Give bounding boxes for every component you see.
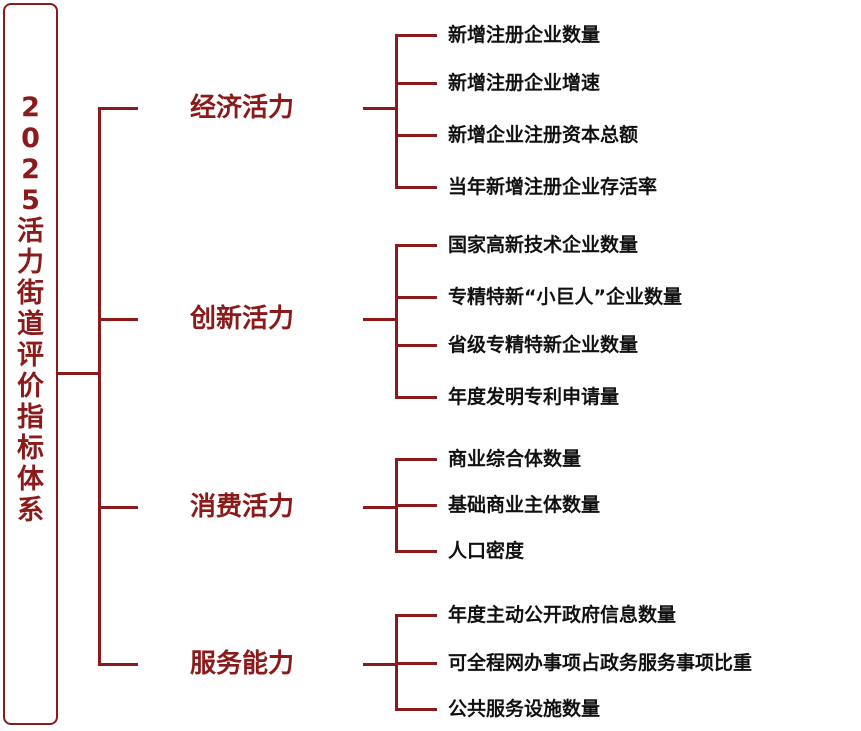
dimension-label: 经济活力 xyxy=(190,93,295,123)
indicator-item: 人口密度 xyxy=(448,540,525,562)
root-title-char: 街 xyxy=(17,278,44,309)
root-connector xyxy=(58,372,100,375)
root-title-char: 系 xyxy=(17,495,44,526)
dimension-label: 消费活力 xyxy=(190,492,295,522)
item-connector xyxy=(395,550,437,553)
dimension-connector xyxy=(98,506,138,509)
indicator-item: 公共服务设施数量 xyxy=(448,698,601,720)
dimension-connector xyxy=(98,107,138,110)
dimension-label: 创新活力 xyxy=(190,304,295,334)
root-title-char: 体 xyxy=(17,464,44,495)
indicator-item: 年度主动公开政府信息数量 xyxy=(448,604,677,626)
indicator-item: 专精特新“小巨人”企业数量 xyxy=(448,286,682,308)
item-connector xyxy=(395,662,437,665)
item-connector xyxy=(395,708,437,711)
item-connector xyxy=(395,504,437,507)
root-title-char: 价 xyxy=(17,371,44,402)
root-title-char: 活 xyxy=(17,216,44,247)
indicator-item: 可全程网办事项占政务服务事项比重 xyxy=(448,652,753,674)
root-title-char: 力 xyxy=(17,247,44,278)
root-title-char: 评 xyxy=(17,340,44,371)
item-connector xyxy=(395,82,437,85)
root-title-char: 标 xyxy=(17,433,44,464)
dimension-connector xyxy=(98,318,138,321)
indicator-item: 国家高新技术企业数量 xyxy=(448,234,639,256)
root-title-char: 5 xyxy=(21,185,40,216)
item-connector xyxy=(395,34,437,37)
indicator-item: 省级专精特新企业数量 xyxy=(448,334,639,356)
item-connector xyxy=(395,458,437,461)
item-connector xyxy=(395,134,437,137)
branch-spine xyxy=(395,34,398,188)
branch-connector xyxy=(363,663,397,666)
indicator-item: 当年新增注册企业存活率 xyxy=(448,176,658,198)
dimension-connector xyxy=(98,663,138,666)
root-title-char: 0 xyxy=(21,123,40,154)
root-title-char: 道 xyxy=(17,309,44,340)
main-spine xyxy=(98,107,101,665)
indicator-item: 新增注册企业数量 xyxy=(448,24,601,46)
item-connector xyxy=(395,186,437,189)
dimension-label: 服务能力 xyxy=(190,649,295,679)
root-title-char: 2 xyxy=(21,154,40,185)
branch-spine xyxy=(395,244,398,398)
item-connector xyxy=(395,396,437,399)
branch-connector xyxy=(363,506,397,509)
indicator-item: 新增注册企业增速 xyxy=(448,72,601,94)
root-node-box xyxy=(3,3,58,725)
indicator-item: 年度发明专利申请量 xyxy=(448,386,620,408)
indicator-item: 新增企业注册资本总额 xyxy=(448,124,639,146)
indicator-item: 基础商业主体数量 xyxy=(448,494,601,516)
item-connector xyxy=(395,344,437,347)
branch-connector xyxy=(363,318,397,321)
indicator-item: 商业综合体数量 xyxy=(448,448,582,470)
branch-connector xyxy=(363,107,397,110)
root-title-char: 指 xyxy=(17,402,44,433)
item-connector xyxy=(395,614,437,617)
item-connector xyxy=(395,296,437,299)
item-connector xyxy=(395,244,437,247)
root-title-char: 2 xyxy=(21,92,40,123)
